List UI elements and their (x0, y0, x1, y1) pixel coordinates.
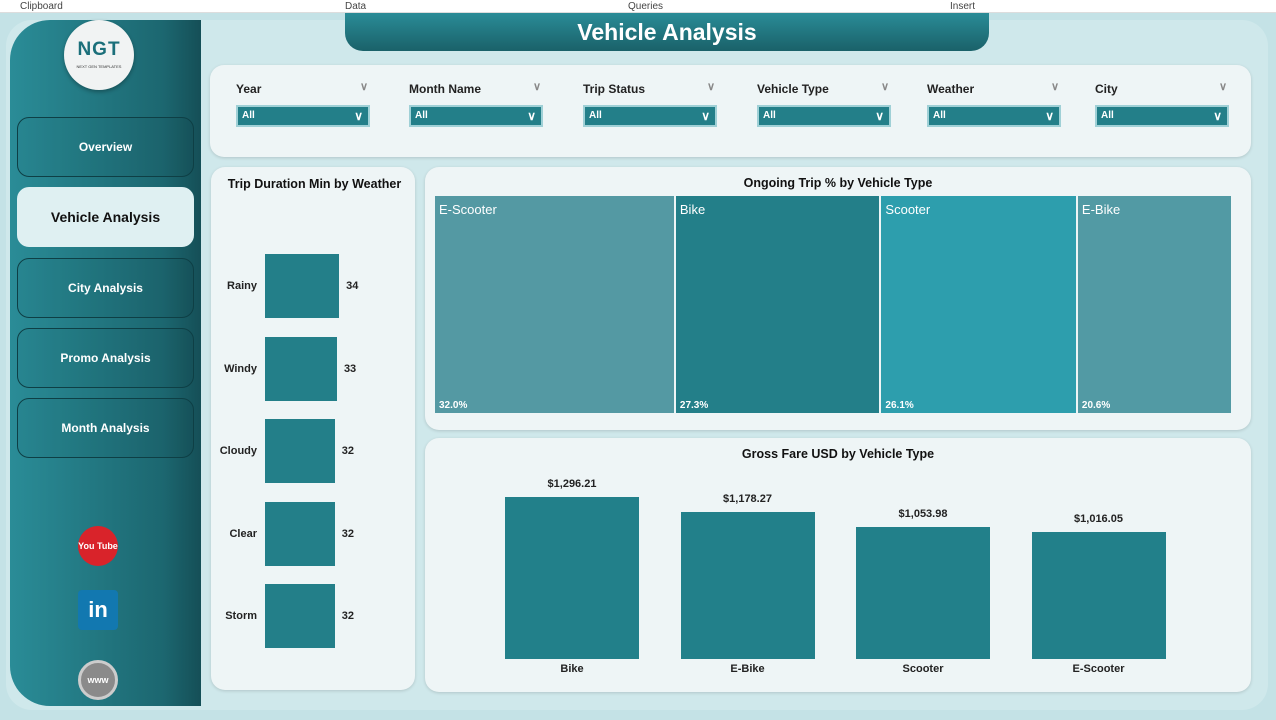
slicer-value: All (933, 110, 946, 121)
slicer-trip-status: Trip Status ∨ All ∨ (583, 81, 717, 127)
slicer-label: City ∨ (1095, 81, 1227, 96)
weather-label: Rainy (227, 280, 257, 292)
gross-fare-value: $1,016.05 (1074, 512, 1123, 525)
slicer-label: Month Name ∨ (409, 81, 541, 96)
nav-overview[interactable]: Overview (17, 117, 194, 177)
slicer-label: Trip Status ∨ (583, 81, 715, 96)
chevron-down-icon[interactable]: ∨ (1218, 81, 1227, 93)
slicer-label: Vehicle Type ∨ (757, 81, 889, 96)
logo-subtitle: NEXT GEN TEMPLATES (76, 64, 122, 69)
weather-value: 34 (346, 280, 359, 292)
slicer-dropdown[interactable]: All ∨ (583, 105, 717, 127)
treemap-tile[interactable]: Scooter 26.1% (881, 196, 1076, 413)
treemap-tile-value: 26.1% (885, 400, 914, 411)
chevron-down-icon[interactable]: ∨ (880, 81, 889, 93)
weather-label: Clear (229, 527, 257, 540)
slicer-label: Year ∨ (236, 81, 368, 96)
gross-fare-bar[interactable] (680, 511, 815, 659)
gross-fare-value: $1,296.21 (547, 477, 597, 490)
slicer-dropdown[interactable]: All ∨ (409, 105, 543, 127)
slicer-vehicle-type: Vehicle Type ∨ All ∨ (757, 81, 891, 127)
slicer-value: All (763, 110, 776, 121)
ribbon-group: Insert (950, 1, 976, 12)
nav-vehicle-analysis[interactable]: Vehicle Analysis (17, 187, 194, 247)
slicer-value: All (242, 110, 255, 121)
chevron-down-icon[interactable]: ∨ (701, 109, 710, 123)
slicer-dropdown[interactable]: All ∨ (236, 105, 370, 127)
weather-bar[interactable] (265, 254, 340, 318)
treemap-tile[interactable]: Bike 27.3% (675, 196, 880, 413)
weather-value: 32 (341, 445, 354, 457)
gross-fare-bar[interactable] (1031, 531, 1166, 659)
slicer-value: All (415, 110, 428, 121)
weather-label: Windy (224, 362, 257, 375)
gross-fare-title: Gross Fare USD by Vehicle Type (741, 447, 935, 461)
filter-panel (210, 65, 1251, 157)
treemap-tile-value: 20.6% (1081, 400, 1111, 411)
slicer-dropdown[interactable]: All ∨ (927, 105, 1061, 127)
gross-fare-category: E-Bike (730, 663, 765, 675)
slicer-year: Year ∨ All ∨ (236, 81, 370, 127)
treemap-tile-label: Scooter (885, 202, 931, 217)
treemap-title: Ongoing Trip % by Vehicle Type (743, 176, 933, 190)
weather-bar[interactable] (265, 419, 335, 483)
treemap-tile-value: 27.3% (679, 400, 709, 411)
gross-fare-category: E-Scooter (1072, 663, 1125, 675)
chevron-down-icon[interactable]: ∨ (527, 109, 536, 123)
weather-value: 32 (341, 527, 354, 540)
youtube-icon[interactable]: You Tube (78, 526, 118, 566)
slicer-value: All (1101, 110, 1114, 121)
slicer-label: Weather ∨ (927, 81, 1059, 96)
slicer-value: All (589, 110, 602, 121)
chevron-down-icon[interactable]: ∨ (706, 81, 715, 93)
treemap-tile[interactable]: E-Scooter 32.0% (435, 196, 674, 413)
chevron-down-icon[interactable]: ∨ (1213, 109, 1222, 123)
ribbon-group: Data (345, 1, 367, 12)
gross-fare-bar[interactable] (856, 527, 990, 659)
slicer-month-name: Month Name ∨ All ∨ (409, 81, 543, 127)
page-title: Vehicle Analysis (345, 13, 989, 51)
ribbon-group: Queries (628, 1, 664, 12)
slicer-weather: Weather ∨ All ∨ (927, 81, 1061, 127)
nav-month-analysis[interactable]: Month Analysis (17, 398, 194, 458)
chevron-down-icon[interactable]: ∨ (532, 81, 541, 93)
weather-label: Storm (225, 610, 257, 622)
weather-chart-title: Trip Duration Min by Weather (227, 177, 402, 191)
chevron-down-icon[interactable]: ∨ (359, 81, 368, 93)
logo-text: NGT (77, 39, 121, 60)
weather-value: 33 (343, 362, 357, 375)
globe-icon[interactable]: www (78, 660, 118, 700)
logo: NGT NEXT GEN TEMPLATES (64, 20, 134, 90)
linkedin-icon[interactable]: in (78, 590, 118, 630)
treemap-tile-label: Bike (679, 202, 706, 217)
treemap-tile-value: 32.0% (439, 400, 468, 411)
weather-label: Cloudy (219, 445, 257, 457)
ribbon-group: Clipboard (20, 1, 63, 12)
slicer-dropdown[interactable]: All ∨ (1095, 105, 1229, 127)
weather-value: 32 (341, 610, 354, 622)
nav-city-analysis[interactable]: City Analysis (17, 258, 194, 318)
ribbon-strip: Clipboard Data Queries Insert (0, 0, 1276, 13)
nav-promo-analysis[interactable]: Promo Analysis (17, 328, 194, 388)
treemap-tile-label: E-Scooter (439, 202, 497, 217)
gross-fare-category: Bike (560, 663, 584, 675)
chevron-down-icon[interactable]: ∨ (875, 109, 884, 123)
gross-fare-value: $1,178.27 (723, 492, 772, 505)
chevron-down-icon[interactable]: ∨ (354, 109, 363, 123)
weather-bar[interactable] (265, 336, 337, 401)
treemap-tile[interactable]: E-Bike 20.6% (1077, 196, 1231, 413)
weather-bar[interactable] (265, 501, 335, 566)
slicer-city: City ∨ All ∨ (1095, 81, 1229, 127)
gross-fare-bar[interactable] (505, 496, 639, 659)
weather-bar[interactable] (265, 584, 335, 648)
treemap-tile-label: E-Bike (1081, 202, 1121, 217)
slicer-dropdown[interactable]: All ∨ (757, 105, 891, 127)
gross-fare-category: Scooter (902, 663, 944, 675)
chevron-down-icon[interactable]: ∨ (1050, 81, 1059, 93)
gross-fare-value: $1,053.98 (898, 508, 948, 521)
chevron-down-icon[interactable]: ∨ (1045, 109, 1054, 123)
